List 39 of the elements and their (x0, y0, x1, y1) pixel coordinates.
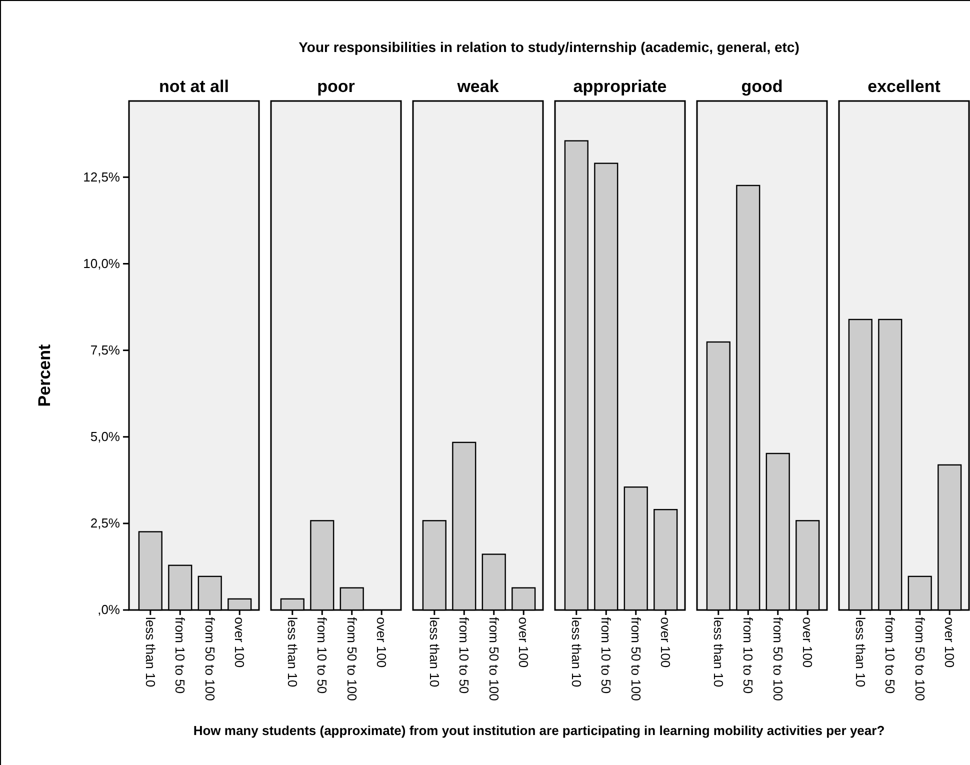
chart-title: appropriate (573, 77, 667, 96)
y-tick-label: 2,5% (90, 516, 120, 531)
x-tick-label: from 10 to 50 (882, 617, 898, 694)
x-tick-label: from 10 to 50 (456, 617, 472, 694)
x-tick-label: from 50 to 100 (912, 617, 928, 701)
x-tick-label: less than 10 (142, 617, 158, 688)
y-tick-label: 12,5% (83, 169, 120, 184)
x-tick-label: over 100 (800, 617, 816, 668)
chart-title: excellent (868, 77, 941, 96)
x-tick-label: over 100 (374, 617, 390, 668)
x-tick-label: from 50 to 100 (202, 617, 218, 701)
chart-title: good (741, 77, 783, 96)
x-tick-label: from 50 to 100 (770, 617, 786, 701)
x-tick-label: less than 10 (284, 617, 300, 688)
x-tick-label: less than 10 (568, 617, 584, 688)
x-tick-label: over 100 (516, 617, 532, 668)
chart-title: not at all (159, 77, 229, 96)
x-tick-label: from 50 to 100 (344, 617, 360, 701)
y-tick-label: 7,5% (90, 342, 120, 358)
y-tick-label: 10,0% (83, 256, 120, 271)
x-tick-label: from 10 to 50 (740, 617, 756, 694)
x-tick-label: less than 10 (426, 617, 442, 688)
x-tick-label: over 100 (232, 617, 248, 668)
x-axis-title: How many students (approximate) from yout institution are participating in learning mobility activities per year? (193, 723, 885, 738)
x-tick-label: from 50 to 100 (628, 617, 644, 701)
chart-title: poor (317, 77, 356, 96)
x-tick-label: from 10 to 50 (314, 617, 330, 694)
y-tick-label: 5,0% (90, 429, 120, 444)
y-tick-label: ,0% (98, 602, 120, 618)
text: Your responsibilities in relation to study/internship (academic, general, etc) (298, 39, 800, 55)
x-tick-label: over 100 (942, 617, 958, 668)
x-tick-label: from 50 to 100 (486, 617, 502, 701)
chart-title: weak (456, 77, 500, 96)
y-axis-title: Percent (35, 344, 54, 407)
x-tick-label: less than 10 (710, 617, 726, 688)
x-tick-label: from 10 to 50 (172, 617, 188, 694)
x-tick-label: less than 10 (852, 617, 868, 688)
x-tick-label: over 100 (658, 617, 674, 668)
x-tick-label: from 10 to 50 (598, 617, 614, 694)
